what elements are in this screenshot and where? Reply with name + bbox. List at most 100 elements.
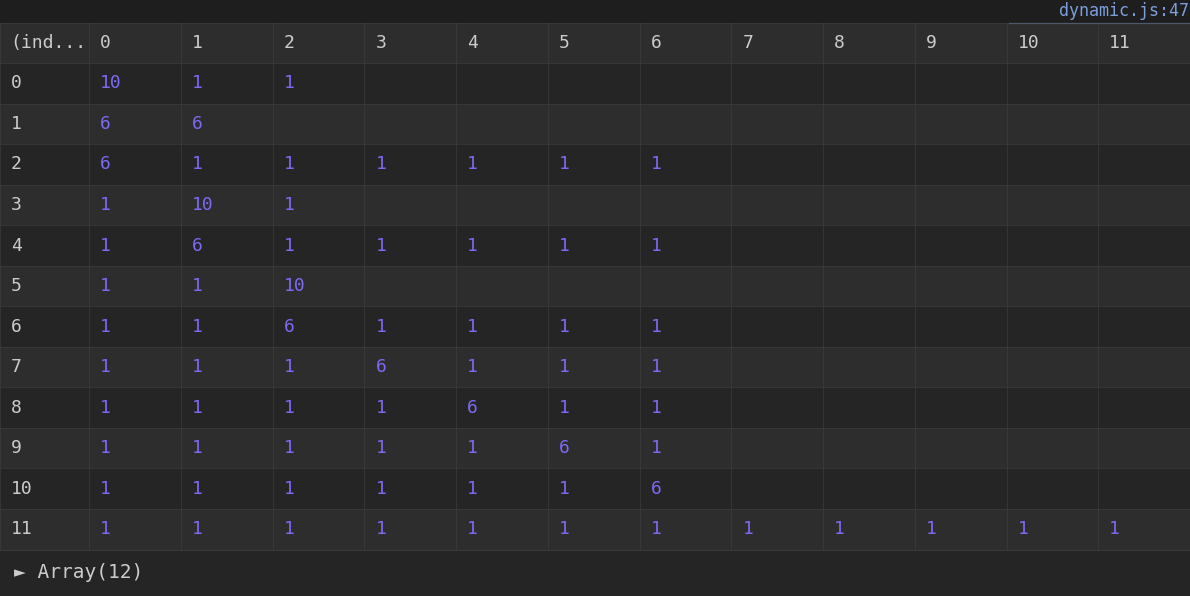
Text: 1: 1 bbox=[283, 439, 295, 457]
Text: 1: 1 bbox=[100, 358, 111, 376]
Text: 1: 1 bbox=[192, 439, 202, 457]
Bar bbox=[547, 347, 640, 387]
Bar bbox=[364, 428, 456, 468]
Bar bbox=[0, 23, 89, 63]
Text: 1: 1 bbox=[559, 480, 570, 498]
Bar bbox=[1007, 428, 1098, 468]
Bar bbox=[364, 185, 456, 225]
Text: 1: 1 bbox=[283, 74, 295, 92]
Bar bbox=[915, 387, 1007, 428]
Bar bbox=[456, 266, 547, 306]
Text: 1: 1 bbox=[559, 237, 570, 254]
Bar bbox=[1098, 428, 1190, 468]
Bar bbox=[1007, 468, 1098, 509]
Bar bbox=[1007, 104, 1098, 144]
Bar bbox=[0, 63, 89, 104]
Bar bbox=[640, 266, 732, 306]
Bar bbox=[547, 266, 640, 306]
Text: 1: 1 bbox=[376, 439, 387, 457]
Bar bbox=[547, 144, 640, 185]
Bar bbox=[547, 23, 640, 63]
Text: 8: 8 bbox=[834, 34, 845, 52]
Bar bbox=[823, 509, 915, 550]
Bar bbox=[640, 509, 732, 550]
Text: 11: 11 bbox=[1109, 34, 1130, 52]
Bar bbox=[640, 144, 732, 185]
Text: 0: 0 bbox=[100, 34, 111, 52]
Bar bbox=[640, 347, 732, 387]
Bar bbox=[1007, 509, 1098, 550]
Bar bbox=[0, 468, 89, 509]
Bar bbox=[364, 23, 456, 63]
Bar bbox=[181, 306, 273, 347]
Bar bbox=[273, 387, 364, 428]
Text: 1: 1 bbox=[651, 399, 662, 417]
Bar bbox=[364, 387, 456, 428]
Text: 1: 1 bbox=[100, 196, 111, 214]
Bar bbox=[456, 347, 547, 387]
Bar bbox=[915, 306, 1007, 347]
Bar bbox=[89, 387, 181, 428]
Text: 1: 1 bbox=[283, 156, 295, 173]
Text: 1: 1 bbox=[376, 237, 387, 254]
Bar bbox=[89, 23, 181, 63]
Bar bbox=[364, 509, 456, 550]
Text: 1: 1 bbox=[100, 480, 111, 498]
Bar bbox=[181, 104, 273, 144]
Text: 1: 1 bbox=[559, 399, 570, 417]
Bar bbox=[0, 266, 89, 306]
Text: 1: 1 bbox=[192, 480, 202, 498]
Bar bbox=[915, 428, 1007, 468]
Text: 10: 10 bbox=[283, 277, 306, 295]
Text: 1: 1 bbox=[192, 156, 202, 173]
Bar bbox=[273, 347, 364, 387]
Bar bbox=[0, 550, 1190, 596]
Text: 3: 3 bbox=[11, 196, 21, 214]
Bar bbox=[0, 225, 89, 266]
Text: 6: 6 bbox=[100, 156, 111, 173]
Bar bbox=[456, 428, 547, 468]
Bar bbox=[273, 468, 364, 509]
Text: 1: 1 bbox=[100, 520, 111, 538]
Text: 1: 1 bbox=[192, 34, 202, 52]
Text: 1: 1 bbox=[651, 156, 662, 173]
Bar bbox=[823, 185, 915, 225]
Bar bbox=[640, 63, 732, 104]
Bar bbox=[1007, 387, 1098, 428]
Bar bbox=[915, 266, 1007, 306]
Bar bbox=[273, 266, 364, 306]
Text: 1: 1 bbox=[1109, 520, 1120, 538]
Bar bbox=[181, 266, 273, 306]
Text: 6: 6 bbox=[192, 115, 202, 133]
Text: 1: 1 bbox=[100, 399, 111, 417]
Bar bbox=[364, 144, 456, 185]
Bar bbox=[273, 63, 364, 104]
Bar bbox=[181, 428, 273, 468]
Text: 1: 1 bbox=[468, 318, 478, 336]
Text: 6: 6 bbox=[468, 399, 478, 417]
Bar bbox=[456, 185, 547, 225]
Text: 1: 1 bbox=[11, 115, 21, 133]
Bar bbox=[364, 63, 456, 104]
Bar bbox=[364, 266, 456, 306]
Bar bbox=[547, 104, 640, 144]
Bar bbox=[181, 347, 273, 387]
Bar bbox=[89, 468, 181, 509]
Bar bbox=[1007, 347, 1098, 387]
Text: 6: 6 bbox=[100, 115, 111, 133]
Bar bbox=[640, 104, 732, 144]
Bar bbox=[823, 104, 915, 144]
Text: 6: 6 bbox=[651, 34, 662, 52]
Bar bbox=[732, 387, 823, 428]
Bar bbox=[640, 306, 732, 347]
Text: 1: 1 bbox=[651, 237, 662, 254]
Bar bbox=[915, 225, 1007, 266]
Text: 1: 1 bbox=[834, 520, 845, 538]
Bar bbox=[732, 428, 823, 468]
Text: 1: 1 bbox=[283, 520, 295, 538]
Text: 6: 6 bbox=[376, 358, 387, 376]
Text: 1: 1 bbox=[468, 439, 478, 457]
Text: 1: 1 bbox=[1017, 520, 1028, 538]
Bar bbox=[0, 428, 89, 468]
Bar bbox=[0, 185, 89, 225]
